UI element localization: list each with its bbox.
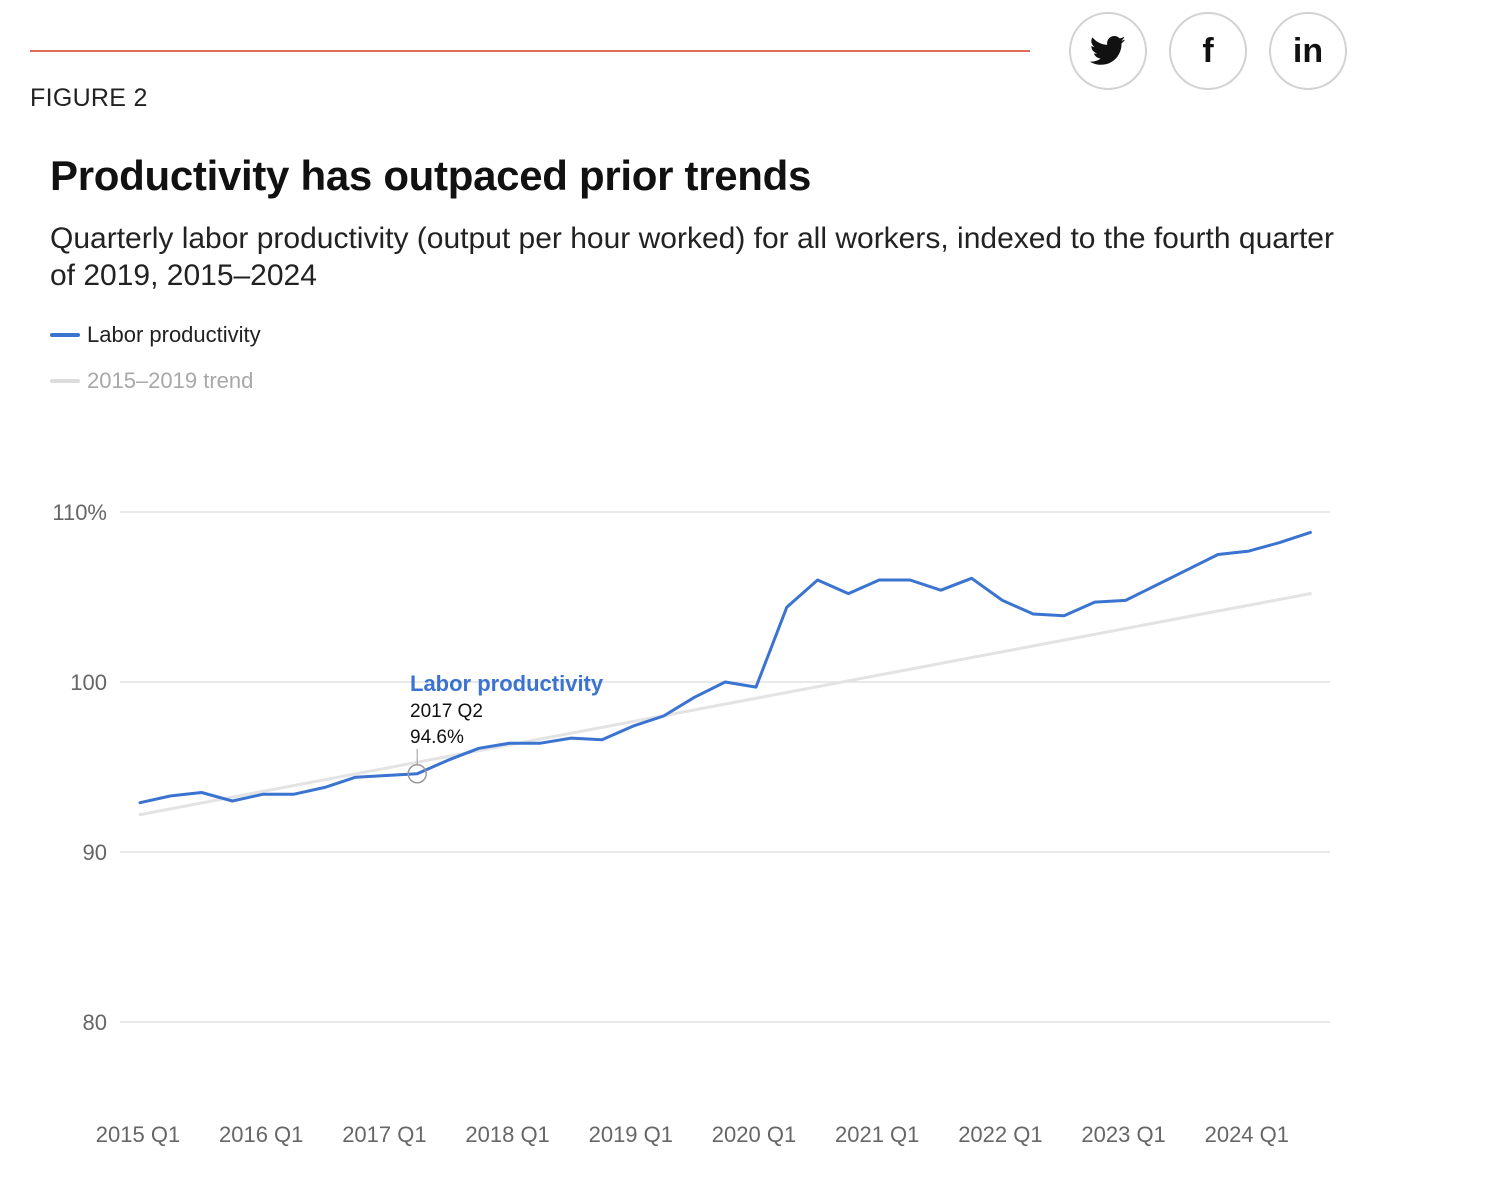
x-tick-label-2016-q1: 2016 Q1 [219,1122,303,1147]
legend-swatch-trend [50,379,80,383]
y-tick-label-110: 110% [52,500,107,525]
x-tick-label-2017-q1: 2017 Q1 [342,1122,426,1147]
chart-subtitle: Quarterly labor productivity (output per… [50,222,1334,292]
legend-label-trend: 2015–2019 trend [87,368,254,393]
y-tick-label-90: 90 [83,840,107,865]
annotation-value-label: 94.6% [410,727,464,748]
linkedin-in-icon: in [1292,32,1324,70]
legend-item-labor-productivity: Labor productivity [50,322,261,348]
chart-title: Productivity has outpaced prior trends [50,152,812,199]
legend-label-labor-productivity: Labor productivity [87,322,261,347]
gridlines [120,511,1330,1023]
x-tick-label-2019-q1: 2019 Q1 [589,1122,673,1147]
annotation: Labor productivity 2017 Q2 94.6% [407,671,604,784]
x-tick-label-2021-q1: 2021 Q1 [835,1122,919,1147]
top-accent-rule [30,50,1030,52]
y-axis-ticks: 110% 100 90 80 [52,500,107,1035]
figure-label: FIGURE 2 [30,84,148,112]
annotation-series-label: Labor productivity [410,671,604,696]
x-tick-label-2024-q1: 2024 Q1 [1205,1122,1289,1147]
series-line-labor-productivity[interactable] [138,530,1312,805]
annotation-marker [407,764,427,784]
facebook-f-icon: f [1202,32,1214,70]
x-tick-label-2018-q1: 2018 Q1 [465,1122,549,1147]
x-tick-label-2020-q1: 2020 Q1 [712,1122,796,1147]
x-tick-label-2023-q1: 2023 Q1 [1081,1122,1165,1147]
annotation-period-label: 2017 Q2 [410,701,483,722]
series-line-trend [138,592,1312,817]
twitter-bird-icon [1090,36,1126,65]
x-tick-label-2022-q1: 2022 Q1 [958,1122,1042,1147]
legend-swatch-labor-productivity [50,333,80,337]
legend-item-trend: 2015–2019 trend [50,368,253,394]
x-tick-label-2015-q1: 2015 Q1 [96,1122,180,1147]
series-lines [138,530,1312,817]
share-twitter-button[interactable] [1069,12,1147,90]
share-facebook-button[interactable]: f [1169,12,1247,90]
y-tick-label-80: 80 [83,1010,107,1035]
y-tick-label-100: 100 [70,670,107,695]
x-axis-ticks: 2015 Q1 2016 Q1 2017 Q1 2018 Q1 2019 Q1 2020 … [96,1122,1289,1147]
share-linkedin-button[interactable]: in [1269,12,1347,90]
